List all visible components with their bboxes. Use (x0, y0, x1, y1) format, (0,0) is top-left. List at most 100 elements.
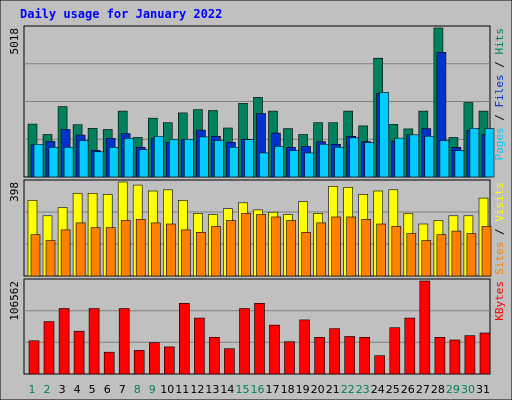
day-label-1: 1 (29, 383, 36, 396)
day-label-22: 22 (341, 383, 355, 396)
bar-sites-day-13 (211, 226, 221, 277)
day-label-11: 11 (175, 383, 189, 396)
day-label-19: 19 (296, 383, 310, 396)
bar-kbytes-day-6 (103, 351, 115, 375)
bar-kbytes-day-15 (239, 308, 250, 375)
kbytes-panel: 106562 KBytes (8, 278, 506, 375)
bar-kbytes-day-2 (43, 321, 55, 375)
day-label-2: 2 (44, 383, 51, 396)
bar-sites-day-28 (436, 234, 447, 277)
bar-kbytes-day-1 (28, 340, 40, 375)
bar-kbytes-day-23 (359, 336, 371, 375)
bar-kbytes-day-22 (344, 336, 356, 375)
bar-pages-day-7 (123, 138, 134, 178)
bar-pages-day-13 (214, 140, 224, 178)
bar-kbytes-day-20 (314, 336, 325, 375)
bar-pages-day-12 (199, 136, 209, 178)
legend-part: / (493, 222, 506, 242)
day-label-7: 7 (119, 383, 126, 396)
day-label-3: 3 (59, 383, 66, 396)
day-label-18: 18 (281, 383, 295, 396)
day-label-27: 27 (416, 383, 430, 396)
bar-kbytes-day-26 (404, 317, 416, 375)
bar-sites-day-11 (181, 229, 191, 277)
bar-pages-day-10 (169, 139, 179, 178)
bar-kbytes-day-7 (118, 308, 130, 375)
bar-kbytes-day-30 (464, 335, 476, 375)
day-label-25: 25 (386, 383, 400, 396)
bar-pages-day-16 (259, 152, 269, 178)
bar-pages-day-24 (379, 92, 390, 178)
bar-kbytes-day-27 (419, 280, 431, 375)
bar-sites-day-15 (241, 213, 251, 277)
bar-pages-day-9 (154, 136, 164, 178)
bar-pages-day-5 (93, 151, 104, 178)
bar-sites-day-24 (376, 223, 387, 277)
bar-pages-day-20 (319, 144, 329, 178)
bar-sites-day-31 (481, 226, 492, 277)
day-label-5: 5 (89, 383, 96, 396)
bar-pages-day-4 (78, 140, 89, 178)
hits-panel-legend: Pages / Files / Hits (493, 28, 506, 161)
bar-pages-day-6 (108, 147, 119, 178)
day-label-20: 20 (311, 383, 325, 396)
series-sites (30, 213, 492, 277)
hits-panel: 5018 Pages / Files / Hits (8, 25, 506, 178)
day-label-16: 16 (251, 383, 265, 396)
kbytes-panel-legend: KBytes (493, 281, 506, 321)
bar-pages-day-22 (349, 137, 360, 178)
bar-kbytes-day-25 (389, 327, 401, 375)
bar-sites-day-5 (90, 227, 101, 277)
bar-kbytes-day-24 (374, 355, 386, 375)
bar-sites-day-17 (271, 216, 281, 277)
legend-part: Hits (493, 28, 506, 55)
chart-panels: 5018 Pages / Files / Hits 398 Sites / Visit… (8, 25, 506, 375)
bar-sites-day-30 (466, 233, 477, 277)
day-label-21: 21 (326, 383, 340, 396)
bar-pages-day-3 (63, 147, 74, 178)
legend-part: Visits (493, 182, 506, 222)
bar-sites-day-23 (361, 219, 372, 277)
day-label-4: 4 (74, 383, 81, 396)
day-label-12: 12 (190, 383, 204, 396)
day-label-23: 23 (356, 383, 370, 396)
bar-pages-day-18 (289, 150, 299, 178)
bar-kbytes-day-5 (88, 308, 100, 375)
day-label-15: 15 (236, 383, 250, 396)
bar-sites-day-1 (30, 234, 41, 277)
bar-sites-day-18 (286, 220, 296, 277)
day-label-13: 13 (205, 383, 219, 396)
series-pages (33, 92, 495, 178)
day-label-8: 8 (134, 383, 141, 396)
legend-part: Files (493, 74, 506, 107)
bar-kbytes-day-16 (254, 302, 265, 375)
bar-sites-day-3 (60, 229, 71, 277)
bar-sites-day-20 (316, 222, 326, 277)
bar-kbytes-day-31 (479, 332, 491, 375)
bar-sites-day-19 (301, 232, 311, 277)
bar-pages-day-28 (439, 140, 450, 178)
bar-kbytes-day-4 (73, 330, 85, 375)
visits-panel-max-label: 398 (8, 182, 21, 202)
day-label-14: 14 (220, 383, 234, 396)
bar-sites-day-25 (391, 226, 402, 277)
bar-pages-day-14 (229, 147, 239, 178)
bar-sites-day-22 (346, 216, 357, 277)
day-label-26: 26 (401, 383, 415, 396)
bar-kbytes-day-8 (133, 350, 145, 375)
bar-pages-day-27 (424, 136, 435, 178)
bar-pages-day-31 (484, 128, 495, 178)
bar-sites-day-8 (135, 219, 146, 277)
bar-pages-day-30 (469, 128, 480, 178)
legend-part: / (493, 55, 506, 75)
visits-panel: 398 Sites / Visits (8, 179, 506, 277)
bar-sites-day-27 (421, 240, 432, 277)
legend-part: KBytes (493, 281, 506, 321)
bar-sites-day-6 (105, 227, 116, 277)
day-label-9: 9 (149, 383, 156, 396)
bar-pages-day-26 (409, 134, 420, 178)
bar-kbytes-day-13 (209, 336, 220, 375)
legend-part: / (493, 108, 506, 128)
bar-kbytes-day-12 (194, 317, 205, 375)
